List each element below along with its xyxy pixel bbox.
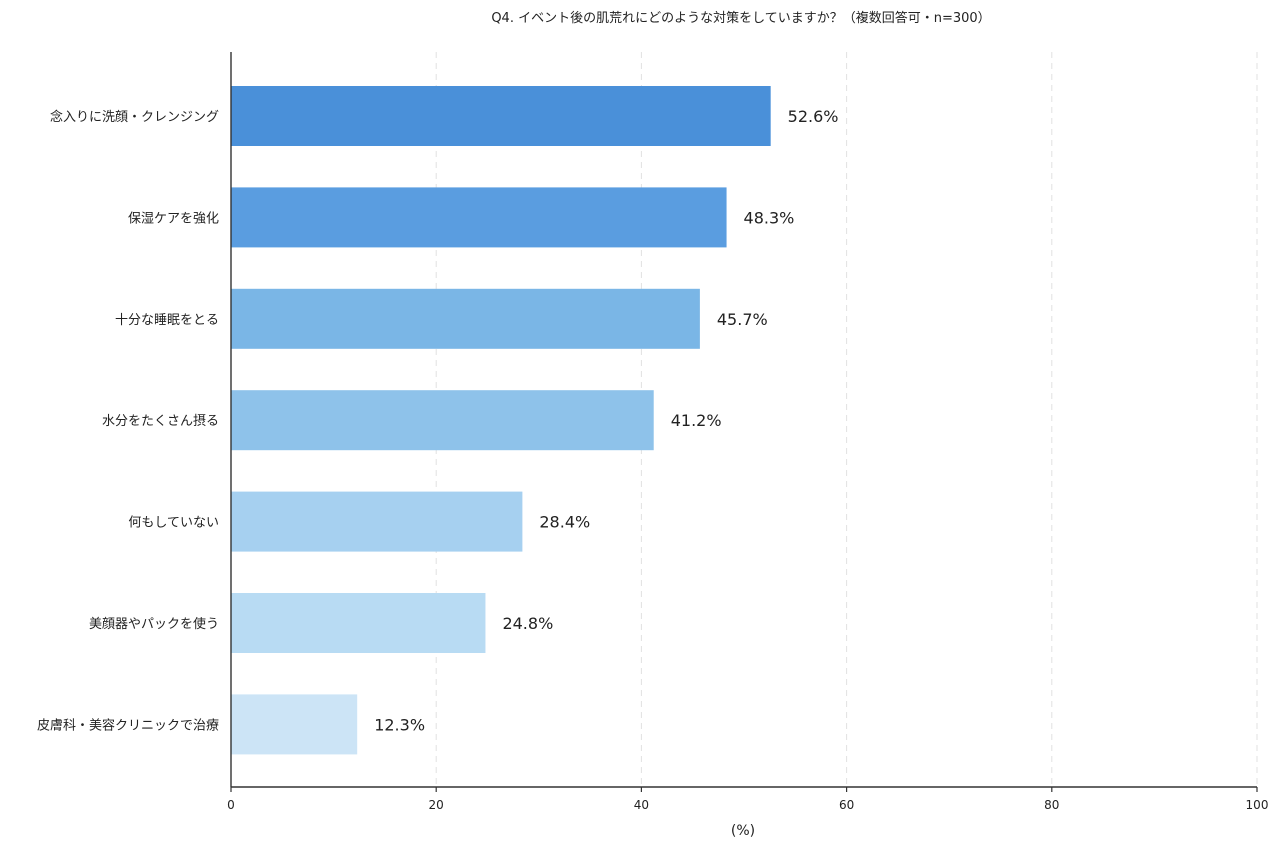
x-tick-label: 20	[429, 798, 444, 812]
category-label: 皮膚科・美容クリニックで治療	[37, 717, 219, 733]
data-label: 12.3%	[374, 715, 425, 734]
bar	[231, 491, 523, 552]
value-labels: 52.6% 48.3% 45.7% 41.2% 28.4% 24.8% 12.3%	[374, 107, 838, 734]
data-label: 28.4%	[539, 513, 590, 532]
category-label: 保湿ケアを強化	[128, 211, 219, 226]
category-label: 何もしていない	[128, 515, 219, 531]
bar	[231, 288, 700, 349]
x-tick-label: 80	[1044, 798, 1059, 812]
bar	[231, 187, 727, 248]
data-label: 52.6%	[788, 107, 839, 126]
bar	[231, 694, 358, 755]
category-label: 水分をたくさん摂る	[102, 413, 219, 429]
bars	[231, 86, 771, 755]
data-label: 41.2%	[671, 411, 722, 430]
category-labels: 念入りに洗顔・クレンジング保湿ケアを強化十分な睡眠をとる水分をたくさん摂る何もし…	[37, 109, 219, 733]
chart-title: Q4. イベント後の肌荒れにどのような対策をしていますか？（複数回答可・n=30…	[491, 10, 990, 26]
axes: 0 20 40 60 80 100	[227, 52, 1268, 812]
data-label: 24.8%	[502, 614, 553, 633]
category-label: 十分な睡眠をとる	[115, 313, 219, 328]
x-tick-label: 100	[1246, 798, 1269, 812]
data-label: 45.7%	[717, 310, 768, 329]
category-label: 念入りに洗顔・クレンジング	[50, 109, 219, 125]
x-tick-label: 0	[227, 798, 235, 812]
x-axis-label: (%)	[731, 823, 755, 839]
bar	[231, 390, 654, 451]
category-label: 美顔器やパックを使う	[89, 616, 219, 632]
data-label: 48.3%	[744, 208, 795, 227]
x-tick-label: 40	[634, 798, 649, 812]
bar	[231, 86, 771, 146]
bar	[231, 593, 486, 653]
x-tick-label: 60	[839, 798, 854, 812]
